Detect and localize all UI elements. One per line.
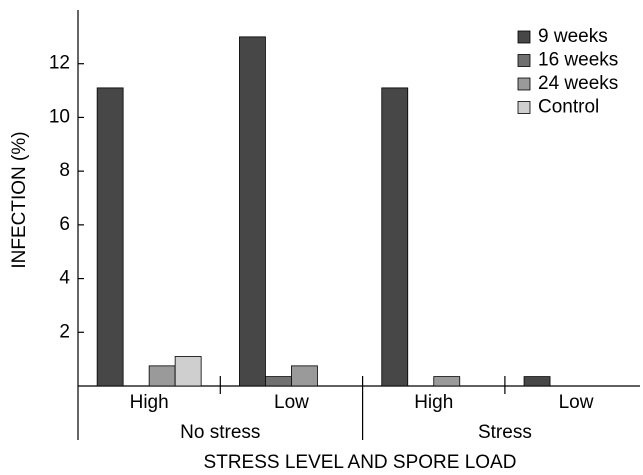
x-tick-label: High <box>130 392 169 413</box>
legend-swatch <box>517 30 531 44</box>
bar <box>381 87 409 387</box>
legend-label: Control <box>538 97 599 118</box>
y-tick-label: 2 <box>59 321 70 342</box>
bar <box>433 376 461 387</box>
bar <box>148 365 176 387</box>
bar <box>174 356 202 387</box>
group-label: No stress <box>180 422 260 443</box>
legend-swatch <box>517 77 531 91</box>
y-tick-label: 4 <box>59 268 70 289</box>
bar <box>291 365 318 387</box>
bar <box>96 87 124 387</box>
y-tick-label: 10 <box>49 106 70 127</box>
x-tick-label: Low <box>559 392 594 413</box>
bar <box>265 376 292 387</box>
y-axis-title: INFECTION (%) <box>9 131 30 268</box>
bar <box>239 36 266 387</box>
y-tick-label: 6 <box>59 214 70 235</box>
x-tick-label: Low <box>274 392 309 413</box>
legend-label: 24 weeks <box>538 73 618 94</box>
y-tick-label: 8 <box>59 160 70 181</box>
legend-swatch <box>517 101 531 114</box>
x-axis-title: STRESS LEVEL AND SPORE LOAD <box>204 452 517 473</box>
x-tick-label: High <box>414 392 453 413</box>
group-label: Stress <box>478 422 532 443</box>
y-tick-label: 12 <box>49 53 70 74</box>
legend-swatch <box>517 54 531 67</box>
bar <box>523 376 551 387</box>
legend-label: 16 weeks <box>538 50 618 71</box>
legend-label: 9 weeks <box>538 26 608 47</box>
